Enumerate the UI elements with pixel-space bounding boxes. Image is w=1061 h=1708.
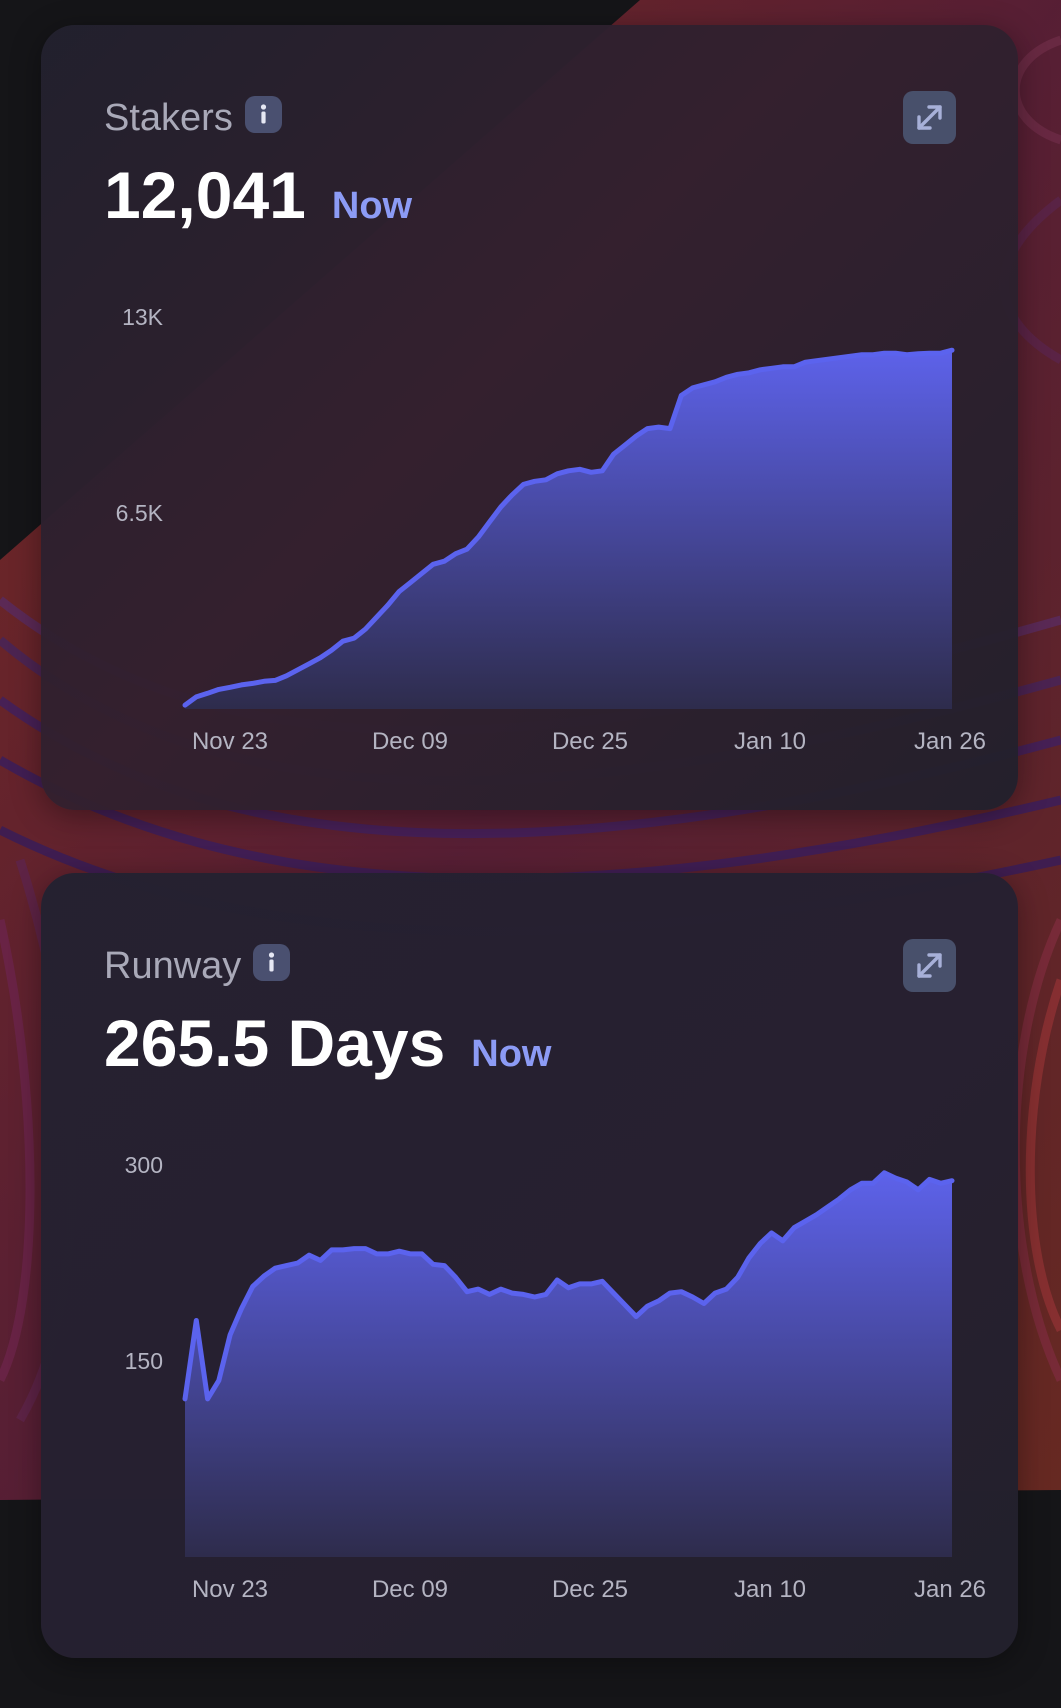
series-area (185, 350, 952, 709)
x-tick-label: Nov 23 (192, 728, 268, 755)
series-line[interactable] (182, 347, 955, 708)
info-icon[interactable] (253, 943, 291, 981)
now-label: Now (471, 1033, 552, 1075)
stakers-card: 13K 6.5K Nov 23 Dec 09 Dec 25 Jan 10 Jan 26 St… (41, 25, 1018, 810)
expand-button[interactable] (903, 939, 956, 992)
y-tick-label: 6.5K (116, 500, 164, 526)
info-icon[interactable] (244, 95, 282, 133)
series-area (185, 1172, 952, 1557)
x-tick-label: Jan 26 (914, 728, 986, 755)
expand-icon (917, 953, 942, 978)
x-tick-label: Dec 25 (552, 728, 628, 755)
card-title: Runway (104, 945, 242, 987)
runway-value-row: 265.5 Days Now (104, 1003, 552, 1083)
runway-title-row: Runway (104, 941, 291, 991)
x-tick-label: Jan 10 (734, 1576, 806, 1603)
runway-chart: 300 150 Nov 23 Dec 09 Dec 25 Jan 10 Jan 26 (125, 1152, 986, 1603)
x-tick-label: Nov 23 (192, 1576, 268, 1603)
y-tick-label: 300 (125, 1152, 163, 1178)
stakers-value: 12,041 (104, 158, 306, 232)
x-tick-label: Jan 10 (734, 728, 806, 755)
expand-button[interactable] (903, 91, 956, 144)
stakers-value-row: 12,041 Now (104, 155, 412, 235)
now-label: Now (331, 185, 413, 227)
runway-value: 265.5 Days (104, 1006, 446, 1080)
series-line[interactable] (182, 1170, 955, 1402)
y-tick-label: 13K (122, 304, 164, 330)
x-tick-label: Dec 09 (372, 728, 448, 755)
x-tick-label: Jan 26 (914, 1576, 986, 1603)
runway-card: 300 150 Nov 23 Dec 09 Dec 25 Jan 10 Jan 26 Run… (41, 873, 1018, 1658)
x-tick-label: Dec 09 (372, 1576, 448, 1603)
expand-icon (917, 105, 942, 130)
card-title: Stakers (104, 97, 233, 139)
stakers-title-row: Stakers (104, 93, 282, 143)
y-tick-label: 150 (125, 1348, 163, 1374)
x-tick-label: Dec 25 (552, 1576, 628, 1603)
stakers-chart: 13K 6.5K Nov 23 Dec 09 Dec 25 Jan 10 Jan 26 (116, 304, 986, 755)
